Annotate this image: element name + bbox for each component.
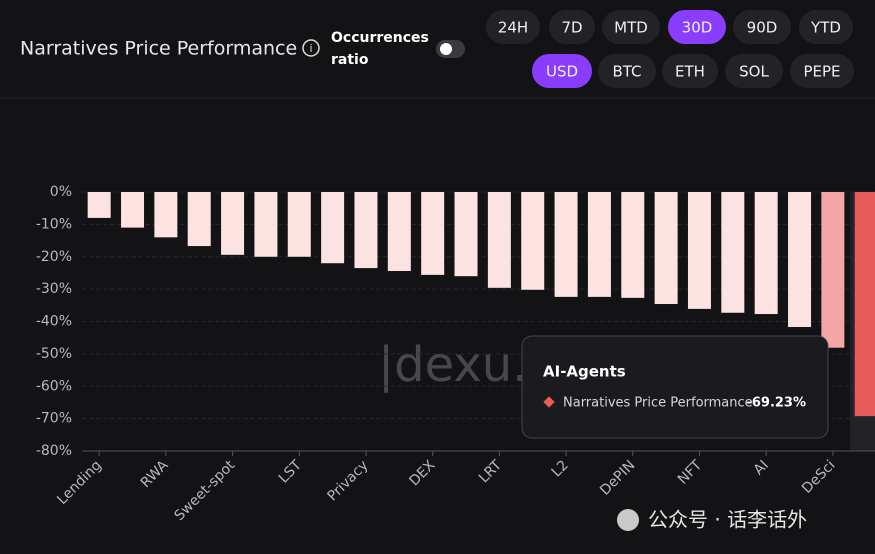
bar bbox=[754, 192, 778, 315]
button-label: YTD bbox=[810, 19, 841, 37]
bar bbox=[321, 192, 345, 264]
bar bbox=[654, 192, 678, 305]
info-icon[interactable] bbox=[302, 39, 320, 57]
x-tick-label: LRT bbox=[476, 457, 505, 486]
x-tick-label: DeSci bbox=[799, 457, 839, 497]
button-label: BTC bbox=[612, 63, 641, 81]
bar bbox=[687, 192, 711, 309]
info-icon-glyph: i bbox=[309, 42, 312, 55]
button-label: MTD bbox=[614, 19, 648, 37]
x-tick-label: Privacy bbox=[324, 457, 371, 504]
x-tick-label: L2 bbox=[549, 457, 572, 480]
bar bbox=[87, 192, 111, 218]
button[interactable] bbox=[790, 54, 854, 88]
button[interactable] bbox=[733, 10, 791, 44]
toggle-knob bbox=[440, 43, 452, 55]
bar bbox=[821, 192, 845, 348]
x-tick-label: Lending bbox=[54, 457, 105, 508]
button-label: 24H bbox=[498, 19, 528, 37]
bar bbox=[121, 192, 145, 228]
button-label: 7D bbox=[561, 19, 582, 37]
y-tick-label: -20% bbox=[36, 249, 72, 265]
bar bbox=[621, 192, 645, 298]
bar bbox=[421, 192, 445, 275]
toggle-label: ratio bbox=[331, 52, 369, 68]
bar bbox=[854, 192, 875, 417]
button-label: ETH bbox=[675, 63, 705, 81]
bar bbox=[354, 192, 378, 269]
button[interactable] bbox=[549, 10, 595, 44]
tooltip-box bbox=[521, 335, 829, 439]
bar bbox=[221, 192, 245, 255]
y-tick-label: -80% bbox=[36, 443, 72, 459]
y-tick-label: -60% bbox=[36, 378, 72, 394]
y-tick-label: -50% bbox=[36, 346, 72, 362]
button[interactable] bbox=[799, 10, 853, 44]
bar bbox=[521, 192, 545, 290]
bar bbox=[287, 192, 311, 257]
bar bbox=[487, 192, 511, 288]
button[interactable] bbox=[668, 10, 726, 44]
page-title: Narratives Price Performance bbox=[20, 38, 297, 60]
wechat-icon bbox=[617, 509, 639, 531]
button-label: USD bbox=[546, 63, 578, 81]
button-label: 30D bbox=[682, 19, 713, 37]
x-tick-label: LST bbox=[276, 457, 305, 486]
bar bbox=[554, 192, 578, 297]
bar bbox=[387, 192, 411, 271]
tooltip-title: AI-Agents bbox=[543, 363, 626, 381]
button[interactable] bbox=[598, 54, 656, 88]
button-label: 90D bbox=[747, 19, 778, 37]
bar bbox=[154, 192, 178, 238]
toggle-label: Occurrences bbox=[331, 30, 429, 46]
button-label: PEPE bbox=[803, 63, 840, 81]
bar bbox=[454, 192, 478, 277]
x-tick-label: Sweet-spot bbox=[172, 457, 239, 524]
y-tick-label: -70% bbox=[36, 411, 72, 427]
button[interactable] bbox=[662, 54, 718, 88]
bar bbox=[187, 192, 211, 247]
x-tick-label: DEX bbox=[406, 457, 438, 489]
bar bbox=[587, 192, 611, 297]
tooltip-series: Narratives Price Performance bbox=[563, 396, 753, 411]
x-tick-label: RWA bbox=[138, 457, 172, 491]
button[interactable] bbox=[532, 54, 592, 88]
x-tick-label: DePIN bbox=[597, 457, 638, 498]
bar bbox=[721, 192, 745, 313]
footer-text: 公众号 · 话李话外 bbox=[648, 508, 807, 532]
tooltip-value: -69.23% bbox=[746, 396, 806, 411]
x-tick-label: AI bbox=[751, 457, 772, 478]
y-tick-label: -10% bbox=[36, 216, 72, 232]
y-tick-label: -30% bbox=[36, 281, 72, 297]
tooltip-marker bbox=[543, 396, 555, 408]
bar bbox=[788, 192, 812, 328]
button[interactable] bbox=[725, 54, 783, 88]
bar bbox=[254, 192, 278, 257]
y-tick-label: -40% bbox=[36, 314, 72, 330]
button-label: SOL bbox=[739, 63, 769, 81]
button[interactable] bbox=[602, 10, 660, 44]
y-tick-label: 0% bbox=[50, 184, 72, 200]
x-tick-label: NFT bbox=[675, 457, 706, 488]
button[interactable] bbox=[486, 10, 540, 44]
